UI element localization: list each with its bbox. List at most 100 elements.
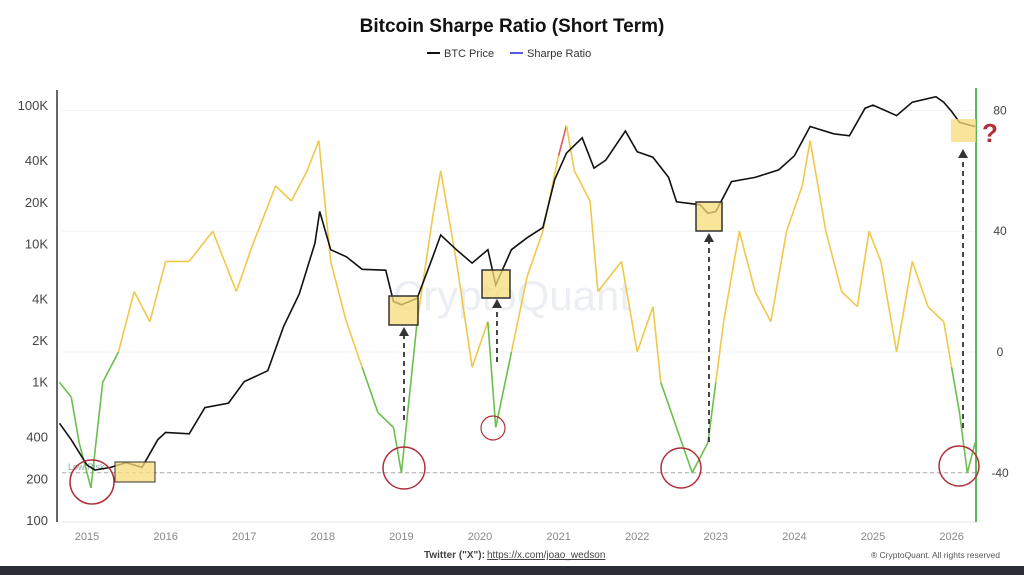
sharpe-segment: [675, 427, 693, 474]
arrowhead-2019: [399, 327, 409, 336]
x-tick-label: 2024: [782, 531, 806, 543]
sharpe-segment: [738, 230, 756, 292]
x-tick-label: 2021: [546, 531, 570, 543]
x-axis-ticks: 2015 2016 2017 2018 2019 2020 2021 2022 2023 2024…: [75, 531, 964, 543]
arrowhead-2022: [704, 233, 714, 242]
sharpe-segment: [471, 321, 489, 368]
x-tick-label: 2026: [939, 531, 963, 543]
sharpe-segment: [785, 185, 804, 232]
sharpe-segment: [526, 230, 544, 277]
annotation-box-2022: [695, 201, 723, 232]
right-tick-label: 0: [997, 345, 1004, 359]
sharpe-segment: [927, 306, 945, 323]
sharpe-segment: [306, 140, 320, 172]
sharpe-segment: [809, 140, 827, 232]
x-tick-label: 2016: [153, 531, 177, 543]
sharpe-segment: [377, 411, 395, 429]
left-tick-label: 400: [26, 430, 48, 445]
right-axis-ticks: 80 40 0 -40: [62, 103, 1009, 480]
sharpe-segment: [188, 230, 214, 262]
chart-title: Bitcoin Sharpe Ratio (Short Term): [360, 16, 665, 37]
right-tick-label: 80: [993, 103, 1007, 117]
sharpe-segment: [770, 231, 788, 322]
annotation-circle-2026: [938, 445, 980, 487]
sharpe-segment: [722, 231, 741, 322]
sharpe-segment: [58, 381, 72, 398]
sharpe-segment: [275, 185, 292, 202]
sharpe-segment: [841, 291, 858, 308]
sharpe-segment: [942, 321, 953, 368]
sharpe-segment: [416, 215, 434, 322]
sharpe-segment: [950, 366, 961, 413]
sharpe-segment: [589, 200, 599, 292]
sharpe-segment: [133, 291, 151, 323]
left-axis-ticks: 100K 40K 20K 10K 4K 2K 1K 400 200 100: [18, 98, 49, 528]
sharpe-segment: [715, 321, 725, 383]
sharpe-segment: [235, 246, 253, 292]
sharpe-segment: [494, 351, 513, 428]
sharpe-segment: [432, 170, 442, 217]
sharpe-segment: [825, 230, 843, 292]
right-tick-label: 40: [993, 224, 1007, 238]
sharpe-segment: [754, 291, 772, 323]
sharpe-segment: [597, 260, 623, 293]
twitter-link[interactable]: https://x.com/joao_wedson: [487, 550, 605, 561]
x-tick-label: 2015: [75, 531, 99, 543]
sharpe-segment: [70, 397, 80, 443]
annotation-box-2026: [951, 119, 976, 142]
annotations: [69, 119, 980, 505]
left-tick-label: 200: [26, 471, 48, 486]
annotation-circle-2019: [382, 446, 426, 490]
sharpe-segment: [868, 230, 882, 262]
sharpe-segment: [487, 321, 497, 428]
low-risk-label: Low Risk: [68, 462, 105, 472]
sharpe-segment: [557, 125, 568, 156]
legend-label-price[interactable]: BTC Price: [444, 48, 494, 60]
annotation-box-2015: [114, 461, 156, 483]
left-tick-label: 2K: [32, 333, 48, 348]
watermark: CryptoQuant: [393, 272, 631, 319]
x-tick-label: 2023: [704, 531, 728, 543]
sharpe-segment: [660, 381, 678, 428]
sharpe-segment: [652, 306, 662, 383]
legend-label-sharpe[interactable]: Sharpe Ratio: [527, 48, 591, 60]
sharpe-segment: [691, 442, 709, 474]
sharpe-segment: [117, 291, 135, 353]
sharpe-segment: [149, 261, 167, 323]
left-tick-label: 10K: [25, 236, 48, 251]
arrowhead-2020: [492, 299, 502, 308]
left-tick-label: 1K: [32, 375, 48, 390]
question-mark: ?: [982, 118, 998, 148]
x-tick-label: 2018: [311, 531, 335, 543]
btc-price-line: [58, 95, 976, 471]
sharpe-segment: [329, 261, 348, 323]
annotation-circle-2020: [480, 415, 506, 441]
sharpe-segment: [880, 261, 898, 353]
arrowhead-2026: [958, 149, 968, 158]
sharpe-segment: [573, 170, 591, 202]
sharpe-segment: [345, 321, 363, 368]
sharpe-segment: [90, 382, 104, 488]
sharpe-segment: [856, 231, 870, 307]
sharpe-segment: [102, 351, 120, 383]
right-tick-label: -40: [991, 466, 1009, 480]
sharpe-segment: [455, 261, 473, 368]
twitter-label: Twitter ("X"):: [424, 550, 485, 561]
sharpe-segment: [361, 366, 379, 413]
sharpe-segment: [620, 261, 638, 353]
left-tick-label: 20K: [25, 195, 48, 210]
sharpe-segment: [251, 185, 277, 247]
x-tick-label: 2017: [232, 531, 256, 543]
left-tick-label: 100: [26, 513, 48, 528]
left-tick-label: 4K: [32, 291, 48, 306]
x-tick-label: 2022: [625, 531, 649, 543]
x-tick-label: 2025: [861, 531, 885, 543]
bottom-bar: [0, 566, 1024, 575]
sharpe-segment: [958, 412, 969, 473]
sharpe-segment: [290, 170, 308, 202]
sharpe-segment: [212, 230, 238, 292]
left-tick-label: 40K: [25, 153, 48, 168]
annotation-circle-2015: [69, 459, 115, 505]
sharpe-segment: [392, 427, 403, 473]
